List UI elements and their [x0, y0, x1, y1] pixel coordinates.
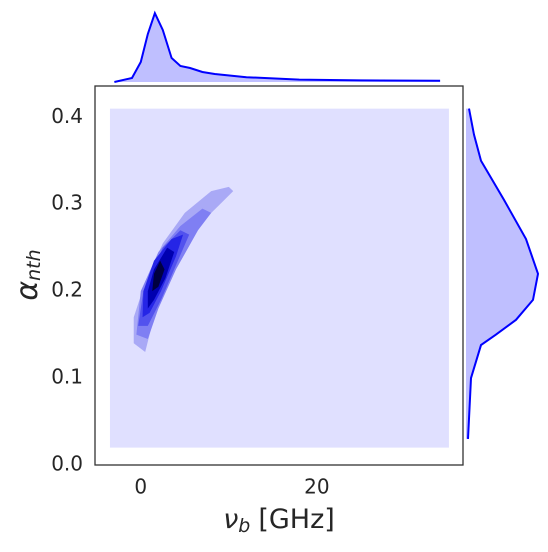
top-marginal-area: [114, 13, 441, 83]
right-marginal-line: [467, 108, 540, 439]
y-tick-label: 0.2: [51, 278, 83, 302]
kde-contour: [109, 108, 449, 448]
y-symbol: α: [10, 281, 45, 301]
right-marginal-area: [466, 108, 538, 439]
x-symbol: ν: [223, 504, 238, 535]
kde-contour: [152, 260, 165, 292]
y-tick-label: 0.1: [51, 365, 83, 389]
x-tick-label: 0: [134, 475, 147, 499]
x-unit: [GHz]: [258, 504, 334, 535]
x-tick-label: 20: [304, 475, 329, 499]
y-tick-label: 0.3: [51, 191, 83, 215]
x-subscript: b: [238, 515, 250, 537]
y-subscript: nth: [23, 249, 45, 281]
y-axis-label: αnth: [10, 249, 45, 300]
axes-frame: [94, 85, 464, 466]
x-axis-label: νb [GHz]: [223, 504, 335, 537]
y-tick-label: 0.0: [51, 452, 83, 476]
top-marginal-line: [114, 10, 441, 83]
y-tick-label: 0.4: [51, 104, 83, 128]
